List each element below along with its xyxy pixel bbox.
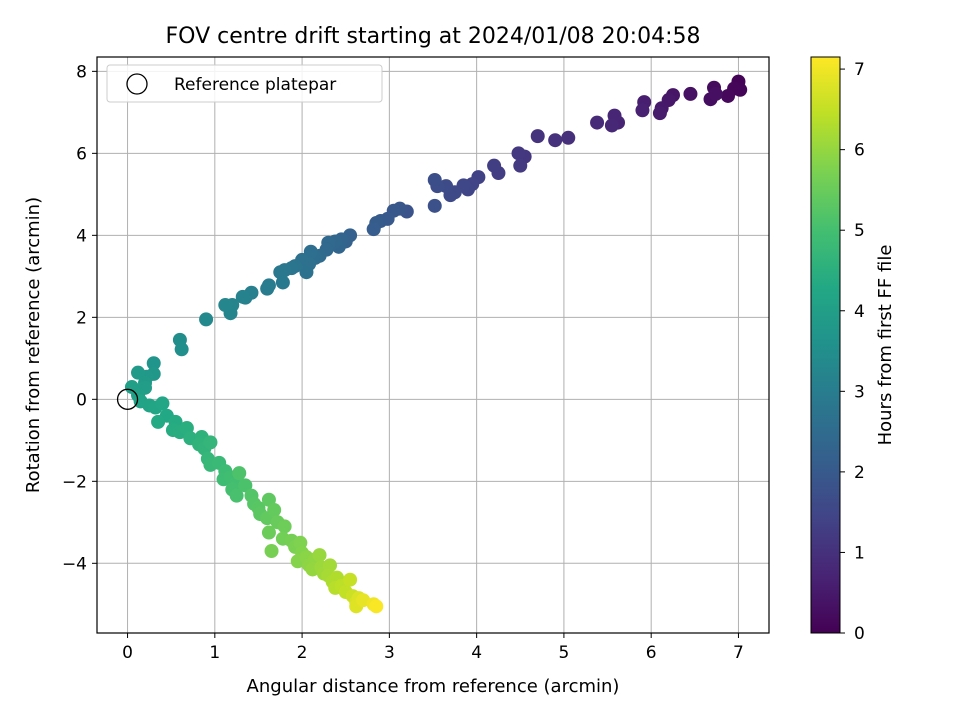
data-point <box>238 478 253 493</box>
data-point <box>203 435 218 450</box>
colorbar-tick-label: 1 <box>854 543 865 563</box>
data-point <box>487 158 502 173</box>
colorbar: 0 1 2 3 4 5 6 7 Hours from first FF file <box>810 56 896 644</box>
data-point <box>260 281 275 296</box>
data-point <box>155 396 170 411</box>
y-tick-label: 2 <box>76 308 87 328</box>
data-point <box>530 129 545 144</box>
colorbar-tick-label: 0 <box>854 624 865 644</box>
data-point <box>511 146 526 161</box>
data-point <box>275 275 290 290</box>
data-point <box>343 572 358 587</box>
x-tick-label: 5 <box>558 643 569 663</box>
data-point <box>261 525 276 540</box>
data-point <box>199 312 214 327</box>
legend: Reference platepar <box>106 64 383 103</box>
data-point <box>218 298 233 313</box>
y-tick-label: 0 <box>76 390 87 410</box>
data-point <box>427 172 442 187</box>
reference-marker <box>116 388 139 410</box>
data-point <box>235 289 250 304</box>
grid-lines <box>97 57 769 633</box>
y-axis-label: Rotation from reference (arcmin) <box>23 197 44 493</box>
y-tick-label: −2 <box>62 472 87 492</box>
data-point <box>146 356 161 371</box>
data-point <box>312 548 327 563</box>
colorbar-tick-label: 7 <box>854 60 865 80</box>
data-point <box>548 133 563 148</box>
y-axis: −4 −2 0 2 4 6 8 <box>62 62 97 574</box>
data-point <box>303 244 318 259</box>
x-tick-label: 1 <box>209 643 220 663</box>
y-tick-label: 8 <box>76 62 87 82</box>
data-point <box>720 88 735 103</box>
data-point <box>277 519 292 534</box>
data-point <box>590 115 605 130</box>
colorbar-tick-label: 5 <box>854 221 865 241</box>
x-tick-label: 4 <box>471 643 482 663</box>
x-axis-label: Angular distance from reference (arcmin) <box>247 676 620 697</box>
data-point <box>131 365 146 380</box>
data-point <box>366 222 381 237</box>
colorbar-ticks: 0 1 2 3 4 5 6 7 <box>840 60 865 644</box>
data-points <box>124 74 748 614</box>
legend-box <box>106 64 383 103</box>
reference-point <box>116 388 139 410</box>
data-point <box>561 130 576 145</box>
colorbar-tick-label: 4 <box>854 302 865 322</box>
y-tick-label: 6 <box>76 144 87 164</box>
data-point <box>369 599 384 614</box>
data-point <box>299 265 314 280</box>
y-tick-label: 4 <box>76 226 87 246</box>
y-tick-label: −4 <box>62 554 87 574</box>
data-point <box>652 106 667 121</box>
data-point <box>604 118 619 133</box>
data-point <box>683 86 698 101</box>
x-tick-label: 7 <box>733 643 744 663</box>
data-point <box>232 466 247 481</box>
data-point <box>229 488 244 503</box>
colorbar-tick-label: 6 <box>854 141 865 161</box>
data-point <box>635 103 650 118</box>
x-tick-label: 2 <box>297 643 308 663</box>
colorbar-tick-label: 3 <box>854 382 865 402</box>
legend-entry-reference: Reference platepar <box>174 75 336 95</box>
legend-marker-icon <box>126 73 148 95</box>
data-point <box>151 414 166 429</box>
colorbar-tick-label: 2 <box>854 463 865 483</box>
colorbar-gradient <box>810 56 841 634</box>
data-point <box>174 342 189 357</box>
chart-title: FOV centre drift starting at 2024/01/08 … <box>166 24 701 49</box>
plot-frame <box>96 56 770 634</box>
data-point <box>427 198 442 213</box>
x-tick-label: 6 <box>646 643 657 663</box>
data-point <box>513 158 528 173</box>
data-point <box>708 86 723 101</box>
x-tick-label: 3 <box>384 643 395 663</box>
x-tick-label: 0 <box>122 643 133 663</box>
data-point <box>267 503 282 518</box>
data-point <box>264 544 279 559</box>
colorbar-label: Hours from first FF file <box>875 245 896 446</box>
x-axis: 0 1 2 3 4 5 6 7 <box>122 633 744 663</box>
